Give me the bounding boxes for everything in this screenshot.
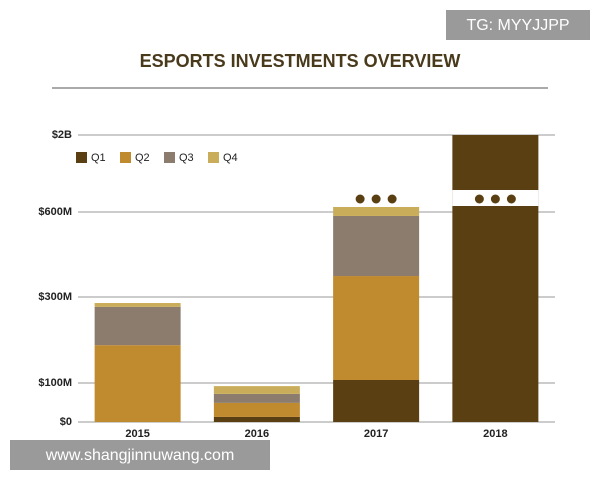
- x-tick-label: 2015: [125, 428, 149, 440]
- axis-break-dot: [355, 194, 365, 204]
- bar-segment: [333, 206, 420, 216]
- legend-label: Q3: [179, 152, 194, 164]
- bar-segment: [213, 402, 300, 417]
- bar-segment: [213, 393, 300, 403]
- watermark-box: [446, 10, 590, 40]
- axis-break-dot: [506, 194, 516, 204]
- bar-segment: [333, 379, 420, 422]
- axis-break-dot: [387, 194, 397, 204]
- legend-swatch: [120, 152, 131, 163]
- bar-segment: [94, 303, 181, 307]
- y-tick-label: $300M: [38, 291, 72, 303]
- y-tick-label: $2B: [52, 129, 72, 141]
- axis-break-dot: [371, 194, 381, 204]
- bar-segment: [213, 416, 300, 422]
- legend-swatch: [208, 152, 219, 163]
- legend-label: Q1: [91, 152, 106, 164]
- legend-label: Q4: [223, 152, 238, 164]
- watermark-box: [10, 440, 270, 470]
- x-tick-label: 2016: [245, 428, 269, 440]
- chart-title: ESPORTS INVESTMENTS OVERVIEW: [140, 51, 461, 71]
- bar-segment: [213, 386, 300, 394]
- y-tick-label: $100M: [38, 377, 72, 389]
- x-tick-label: 2018: [483, 428, 507, 440]
- bar-segment: [94, 306, 181, 346]
- legend-label: Q2: [135, 152, 150, 164]
- y-tick-label: $600M: [38, 206, 72, 218]
- legend-swatch: [164, 152, 175, 163]
- bar-segment: [452, 135, 539, 422]
- x-tick-label: 2017: [364, 428, 388, 440]
- bar-segment: [333, 276, 420, 380]
- y-tick-label: $0: [60, 416, 72, 428]
- bar-segment: [94, 345, 181, 422]
- watermark: TG: MYYJJPP: [466, 17, 569, 34]
- bar-segment: [333, 215, 420, 277]
- axis-break-dot: [474, 194, 484, 204]
- watermark: www.shangjinnuwang.com: [45, 447, 235, 464]
- legend-swatch: [76, 152, 87, 163]
- axis-break-dot: [490, 194, 500, 204]
